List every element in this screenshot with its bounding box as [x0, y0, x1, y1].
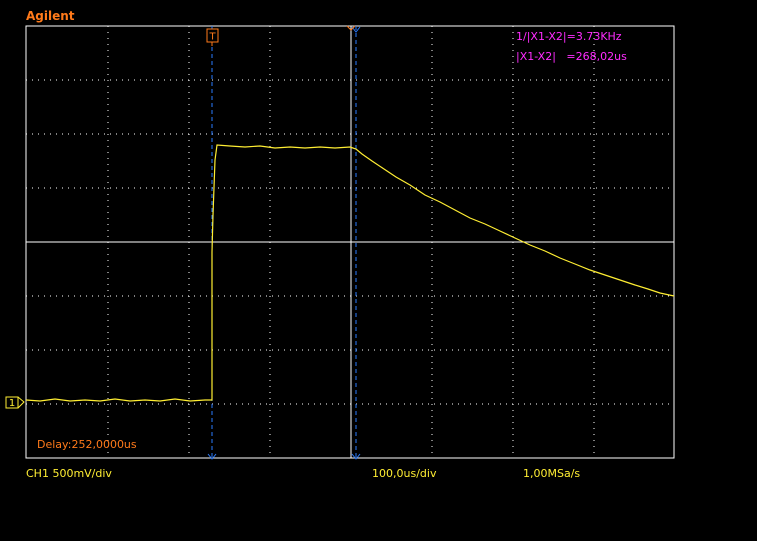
trigger-marker-label: T [208, 32, 216, 43]
brand-logo: Agilent [26, 9, 75, 23]
channel1-trace [25, 144, 675, 402]
time-scale: 100,0us/div [372, 467, 437, 480]
trigger-position-marker-icon [346, 25, 356, 31]
delay-readout: Delay:252,0000us [37, 438, 137, 451]
channel-scale: CH1 500mV/div [26, 467, 112, 480]
channel1-marker-label: 1 [9, 398, 15, 409]
channel1-marker-icon[interactable]: 1 [5, 396, 25, 409]
measurement-delta-time: |X1-X2| =268,02us [516, 50, 627, 63]
measurement-frequency: 1/|X1-X2|=3.73KHz [516, 30, 622, 43]
cursor-markers [207, 26, 361, 460]
sample-rate: 1,00MSa/s [523, 467, 581, 480]
center-axes [26, 26, 674, 458]
trigger-marker-icon[interactable]: T [206, 28, 219, 46]
